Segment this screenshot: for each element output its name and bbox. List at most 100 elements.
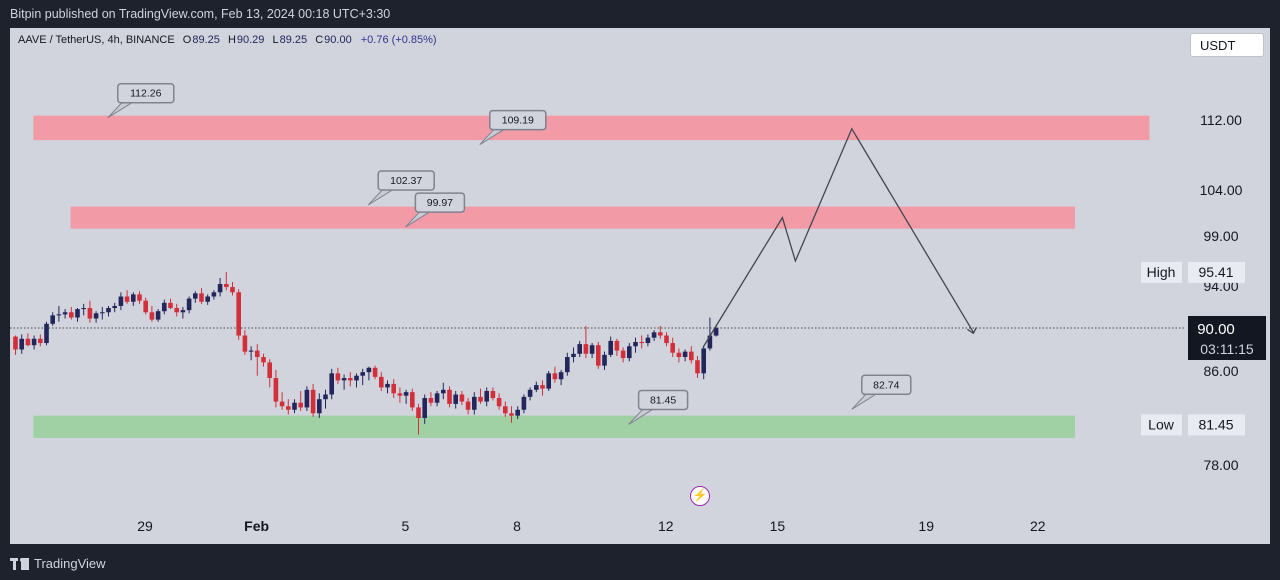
currency-button[interactable]: USDT	[1190, 33, 1264, 57]
candle-up	[627, 346, 632, 359]
projection-path	[702, 127, 974, 348]
candle-down	[379, 376, 384, 388]
candle-down	[689, 351, 694, 361]
price-callout	[117, 82, 175, 104]
low-marker-value-badge	[1188, 414, 1245, 436]
candle-down	[174, 308, 179, 313]
candle-down	[397, 393, 403, 396]
candle-down	[596, 345, 601, 366]
price-chart[interactable]: 112.26 109.19 102.37 99.97 81.45 82.74 112.00…	[0, 0, 1280, 548]
candle-up	[546, 373, 551, 389]
candle-down	[478, 396, 483, 402]
candle-up	[205, 296, 210, 302]
candle-down	[664, 335, 669, 344]
high-label: H	[227, 34, 236, 46]
price-callout-label: 99.97	[427, 197, 453, 209]
candle-down	[143, 300, 148, 313]
candle-down	[639, 341, 644, 344]
price-tick-label: 78.00	[1203, 457, 1238, 473]
candles-layer	[13, 272, 719, 435]
candle-down	[261, 357, 266, 363]
price-callout	[861, 374, 912, 396]
candle-down	[670, 343, 675, 353]
time-tick-label: 12	[658, 518, 674, 534]
projection-arrowhead	[967, 327, 977, 335]
low-marker-value: 81.45	[1198, 416, 1233, 432]
candle-down	[199, 293, 204, 302]
candle-down	[540, 385, 545, 389]
candle-down	[267, 362, 272, 379]
price-tick-label: 86.00	[1203, 363, 1238, 379]
candle-up	[186, 298, 192, 311]
candle-up	[515, 409, 520, 416]
price-callout-label: 112.26	[130, 88, 161, 100]
price-tick-label: 104.00	[1200, 182, 1243, 198]
price-callout-label: 82.74	[873, 379, 899, 391]
candle-up	[441, 389, 446, 394]
price-callout	[637, 389, 689, 411]
candle-up	[534, 385, 539, 390]
brand-name: TradingView	[34, 556, 106, 571]
candle-down	[242, 335, 248, 352]
candle-up	[577, 344, 582, 354]
candle-down	[372, 367, 378, 377]
high-marker-value-badge	[1188, 261, 1245, 283]
symbol-name[interactable]: AAVE / TetherUS, 4h, BINANCE	[18, 34, 175, 46]
candle-down	[509, 413, 514, 416]
tradingview-logo[interactable]: TradingView	[10, 556, 106, 571]
high-marker-name: High	[1147, 264, 1176, 280]
zones-layer	[10, 115, 1186, 438]
candle-down	[69, 312, 74, 318]
candle-down	[286, 406, 291, 410]
candle-up	[323, 394, 328, 400]
candle-up	[19, 338, 24, 350]
candle-up	[571, 353, 576, 358]
candle-up	[211, 292, 217, 297]
candle-down	[676, 352, 682, 358]
current-price-badge	[1188, 316, 1266, 360]
price-callout	[489, 109, 547, 131]
close-label: C	[315, 34, 324, 46]
candle-down	[224, 284, 229, 288]
candle-up	[112, 305, 117, 309]
candle-down	[87, 308, 93, 319]
candle-up	[403, 392, 409, 396]
candle-down	[503, 406, 508, 414]
candle-up	[558, 372, 564, 380]
callout-pointer	[367, 189, 394, 206]
candle-up	[633, 341, 638, 347]
candle-down	[230, 287, 235, 293]
candle-up	[100, 312, 105, 314]
candle-up	[81, 308, 86, 310]
candle-up	[589, 345, 595, 354]
time-axis[interactable]: 29 Feb 5 8 12 15 19 22	[137, 518, 1046, 534]
candle-down	[465, 401, 471, 410]
candle-up	[707, 335, 713, 349]
candle-up	[118, 296, 124, 306]
candle-down	[410, 392, 415, 408]
candle-up	[602, 354, 607, 366]
candle-up	[317, 399, 322, 414]
price-callout	[377, 170, 435, 191]
candle-up	[56, 314, 62, 316]
bar-countdown: 03:11:15	[1200, 341, 1254, 357]
candle-up	[304, 389, 310, 408]
callout-pointer	[851, 393, 878, 410]
projection-layer	[702, 127, 977, 348]
candle-up	[180, 310, 186, 313]
candle-up	[329, 373, 334, 395]
callout-pointer	[107, 102, 134, 119]
open-value: 89.25	[192, 34, 220, 46]
candle-up	[484, 390, 489, 402]
time-tick-label: 15	[770, 518, 786, 534]
candle-up	[713, 328, 719, 336]
candle-up	[608, 340, 613, 355]
time-tick-label: 5	[402, 518, 410, 534]
candle-up	[366, 367, 372, 373]
candle-up	[645, 337, 651, 344]
candle-down	[298, 402, 303, 408]
candle-down	[137, 294, 142, 301]
lightning-bolt-icon[interactable]: ⚡	[690, 486, 710, 506]
high-marker-value: 95.41	[1198, 264, 1233, 280]
